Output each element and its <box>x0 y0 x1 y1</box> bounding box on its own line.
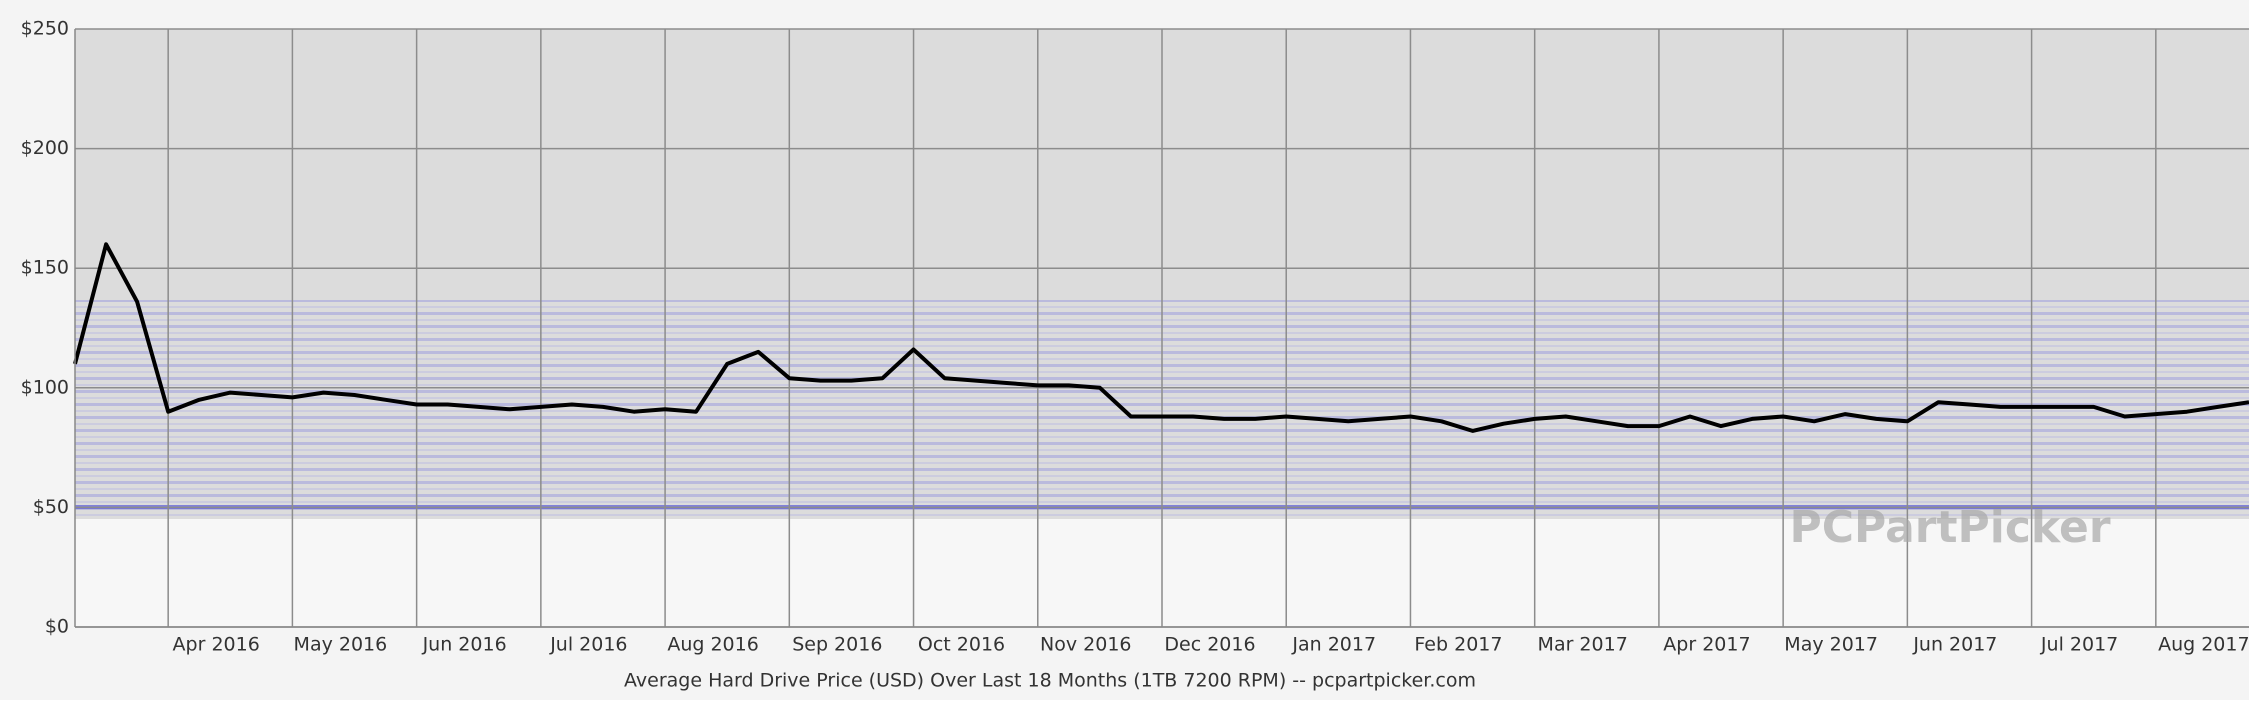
x-tick-label: Jul 2016 <box>549 634 627 656</box>
marks <box>73 242 2249 433</box>
x-tick-label: Apr 2016 <box>173 634 260 656</box>
x-tick-label: Mar 2017 <box>1538 634 1628 656</box>
price-line <box>73 242 2249 433</box>
x-tick-label: Oct 2016 <box>918 634 1005 656</box>
x-tick-label: Jun 2016 <box>422 634 507 656</box>
y-tick-label: $0 <box>45 616 69 638</box>
chart-title: Average Hard Drive Price (USD) Over Last… <box>624 670 1476 692</box>
x-tick-label: Aug 2017 <box>2158 634 2249 656</box>
watermark: PCPartPicker <box>1789 502 2110 553</box>
x-tick-label: Jan 2017 <box>1291 634 1376 656</box>
y-tick-label: $150 <box>21 257 69 279</box>
y-tick-label: $200 <box>21 137 69 159</box>
x-tick-label: Jun 2017 <box>1912 634 1997 656</box>
x-tick-label: Feb 2017 <box>1414 634 1502 656</box>
x-tick-label: Apr 2017 <box>1663 634 1750 656</box>
x-tick-label: Nov 2016 <box>1040 634 1131 656</box>
x-tick-label: Jul 2017 <box>2040 634 2118 656</box>
x-tick-label: May 2016 <box>294 634 388 656</box>
x-tick-label: Aug 2016 <box>667 634 759 656</box>
y-tick-label: $250 <box>21 18 69 40</box>
y-tick-label: $100 <box>21 376 69 398</box>
x-tick-label: Dec 2016 <box>1164 634 1255 656</box>
y-tick-label: $50 <box>33 496 69 518</box>
x-tick-label: May 2017 <box>1784 634 1878 656</box>
x-tick-label: Sep 2016 <box>792 634 882 656</box>
